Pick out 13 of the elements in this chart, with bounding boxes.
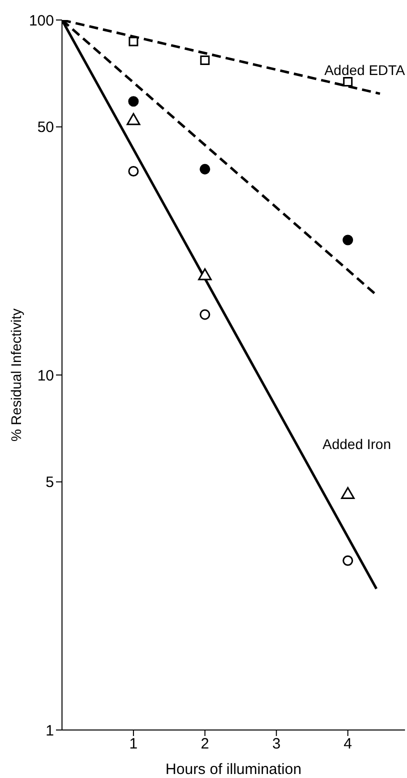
y-axis-title: % Residual Infectivity [8, 308, 24, 442]
y-tick-label: 10 [37, 367, 54, 384]
x-tick-label: 3 [272, 736, 281, 753]
y-tick-label: 1 [46, 722, 54, 740]
annotation: Added Iron [322, 436, 391, 452]
y-tick-label: 50 [37, 119, 54, 136]
y-tick-label: 5 [46, 474, 54, 492]
annotation: Added EDTA [324, 62, 405, 78]
x-tick-label: 2 [200, 736, 210, 753]
y-tick-label: 100 [28, 12, 54, 30]
x-axis-title: Hours of illumination [166, 761, 302, 778]
x-tick-label: 1 [129, 736, 138, 753]
x-tick-label: 4 [344, 736, 352, 753]
